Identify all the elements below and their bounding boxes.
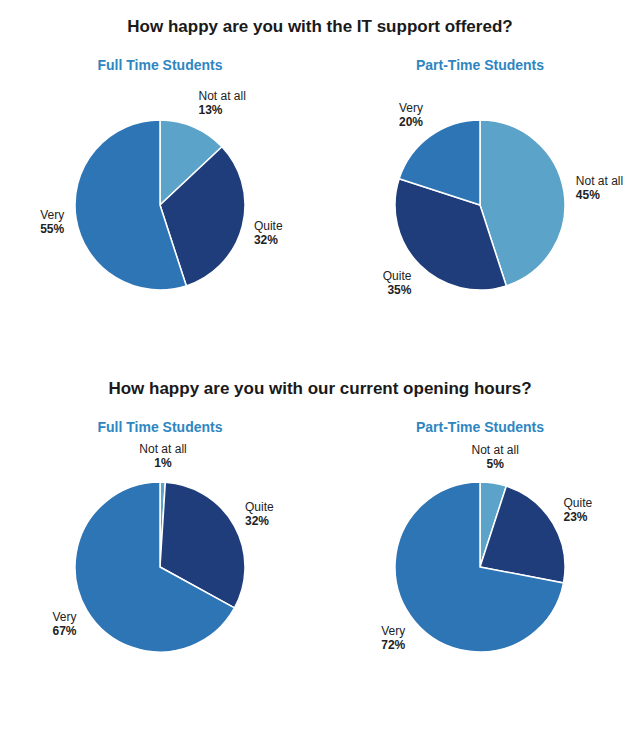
- data-label-value: 35%: [387, 283, 411, 297]
- data-label-value: 13%: [199, 103, 223, 117]
- chart-canvas: How happy are you with the IT support of…: [0, 0, 640, 731]
- data-label-category: Not at all: [471, 443, 518, 457]
- chart-title: How happy are you with the IT support of…: [127, 17, 512, 36]
- chart-title: How happy are you with our current openi…: [108, 379, 531, 398]
- data-label: Not at all1%: [139, 442, 186, 470]
- data-label: Very72%: [381, 624, 405, 652]
- data-label: Quite32%: [254, 219, 283, 247]
- data-label-value: 23%: [563, 510, 587, 524]
- data-label-category: Very: [40, 208, 64, 222]
- data-label-value: 45%: [576, 188, 600, 202]
- pie-slice: [480, 486, 565, 583]
- data-label-category: Quite: [254, 219, 283, 233]
- data-label: Not at all45%: [576, 174, 623, 202]
- pie-slice: [395, 482, 563, 652]
- data-labels: Not at all1% Quite32% Very67%: [52, 442, 274, 637]
- pie-slice: [399, 120, 480, 205]
- data-labels: Not at all13% Quite32% Very55%: [40, 89, 283, 246]
- data-label: Very55%: [40, 208, 64, 236]
- data-label-value: 55%: [40, 222, 64, 236]
- data-label-value: 32%: [245, 514, 269, 528]
- data-label: Not at all13%: [199, 89, 246, 117]
- data-label: Very67%: [52, 610, 76, 638]
- data-label-category: Not at all: [199, 89, 246, 103]
- data-label-value: 1%: [154, 456, 172, 470]
- pie-slice: [75, 482, 234, 652]
- slices: [75, 482, 245, 652]
- data-labels: Not at all45% Quite35% Very20%: [383, 101, 623, 297]
- chart-subtitle: Full Time Students: [98, 57, 223, 73]
- pie-chart: Part-Time Students Not at all45% Quite35% V…: [383, 57, 623, 297]
- data-label-category: Quite: [245, 500, 274, 514]
- data-label-category: Very: [381, 624, 405, 638]
- chart-subtitle: Full Time Students: [98, 419, 223, 435]
- data-label-value: 5%: [487, 457, 505, 471]
- pie-chart: Part-Time Students Not at all5% Quite23% Ve…: [381, 419, 592, 652]
- pie-slice: [75, 120, 186, 290]
- slices: [395, 120, 565, 290]
- data-label-category: Quite: [383, 269, 412, 283]
- data-label-category: Quite: [563, 496, 592, 510]
- data-label-category: Not at all: [576, 174, 623, 188]
- data-label: Quite35%: [383, 269, 412, 297]
- data-label-value: 67%: [52, 624, 76, 638]
- data-label-value: 72%: [381, 638, 405, 652]
- data-label: Quite32%: [245, 500, 274, 528]
- chart-subtitle: Part-Time Students: [416, 57, 544, 73]
- chart-subtitle: Part-Time Students: [416, 419, 544, 435]
- data-label-category: Very: [52, 610, 76, 624]
- data-labels: Not at all5% Quite23% Very72%: [381, 443, 592, 651]
- slices: [75, 120, 245, 290]
- data-label: Very20%: [399, 101, 423, 129]
- data-label-category: Very: [399, 101, 423, 115]
- data-label-category: Not at all: [139, 442, 186, 456]
- data-label: Quite23%: [563, 496, 592, 524]
- slices: [395, 482, 565, 652]
- data-label: Not at all5%: [471, 443, 518, 471]
- data-label-value: 20%: [399, 115, 423, 129]
- data-label-value: 32%: [254, 233, 278, 247]
